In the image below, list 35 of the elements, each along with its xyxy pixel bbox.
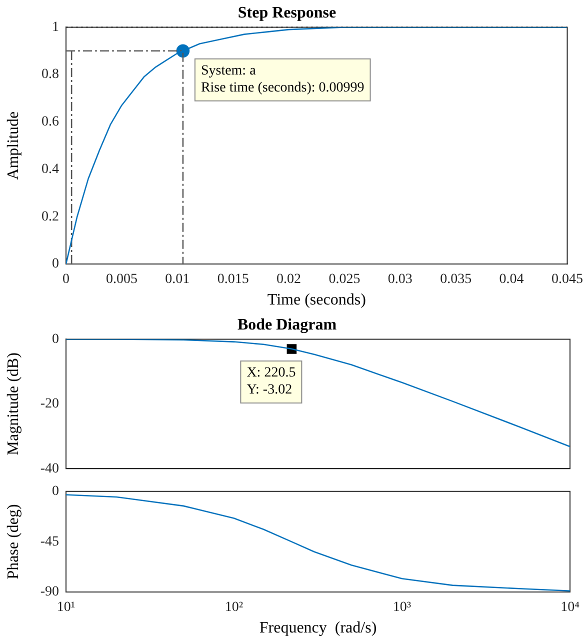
y-tick-label: -45	[40, 534, 59, 550]
x-tick-label: 10⁴	[560, 600, 580, 616]
y-axis-title: Amplitude	[4, 111, 22, 180]
annotation: System: a Rise time (seconds): 0.00999	[200, 64, 364, 96]
y-tick-label: 0.8	[42, 67, 59, 82]
y-tick-label: 0	[52, 332, 59, 347]
x-tick-label: 0.03	[388, 272, 412, 288]
x-tick-label: 10³	[392, 600, 412, 616]
x-tick-label: 0.015	[217, 272, 249, 288]
x-tick-label: 0.005	[106, 272, 138, 288]
y-tick-label: 0	[52, 484, 59, 500]
x-tick-label: 0.01	[165, 272, 190, 288]
x-tick-label: 0.035	[440, 272, 472, 288]
y-tick-label: 0	[52, 256, 59, 272]
x-axis-title: Time (seconds)	[267, 292, 366, 309]
y-tick-label: 0.4	[42, 162, 59, 177]
x-tick-label: 0.02	[276, 272, 302, 288]
y-tick-label: 0.6	[42, 114, 59, 130]
y-tick-label: 1	[52, 20, 59, 35]
x-tick-label: 0.025	[328, 272, 360, 288]
chart-title: Step Response	[238, 4, 336, 22]
x-axis-title: Frequency (rad/s)	[259, 620, 377, 637]
x-tick-label: 0.045	[552, 272, 583, 288]
y-tick-label: -20	[40, 396, 59, 412]
x-tick-label: 0	[62, 272, 70, 288]
y-tick-label: -90	[40, 584, 59, 600]
annotation: X: 220.5 Y: -3.02	[246, 366, 296, 398]
y-axis-title: Phase (deg)	[4, 504, 22, 580]
x-tick-label: 10²	[224, 600, 244, 616]
chart-title: Bode Diagram	[237, 316, 338, 334]
y-tick-label: 0.2	[42, 209, 59, 224]
x-tick-label: 0.04	[499, 272, 524, 288]
x-tick-label: 10¹	[56, 600, 76, 616]
y-axis-title: Magnitude (dB)	[4, 352, 22, 456]
y-tick-label: -40	[40, 461, 59, 476]
